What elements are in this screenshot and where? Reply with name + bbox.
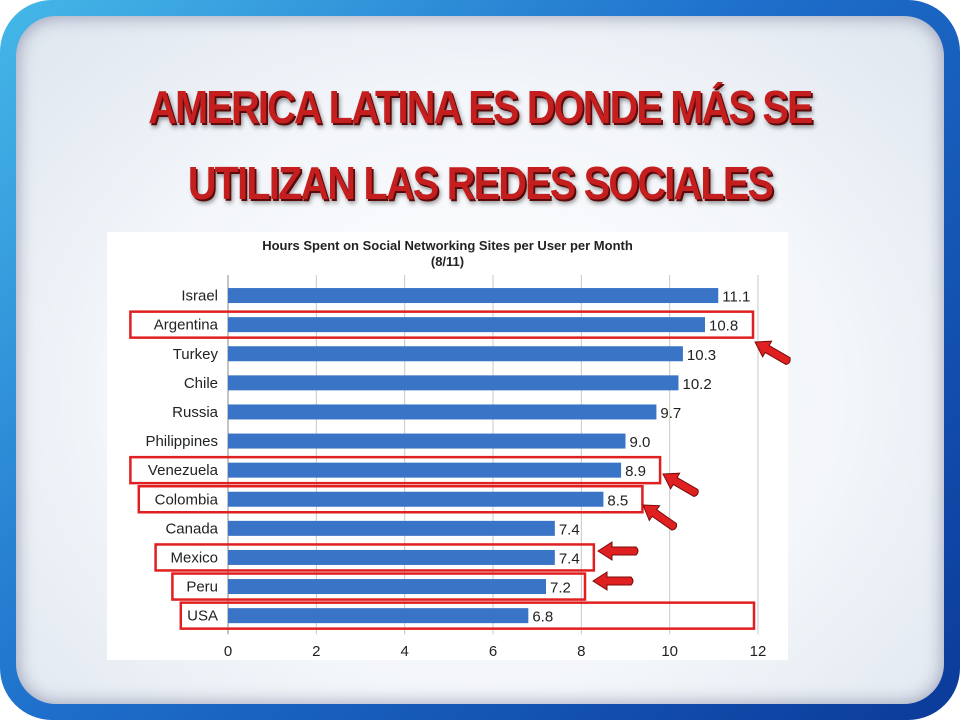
chart-title: Hours Spent on Social Networking Sites p… (262, 238, 633, 253)
category-label: Russia (172, 404, 219, 421)
data-label: 7.2 (550, 580, 571, 597)
category-label: Philippines (145, 433, 218, 450)
chart-plot: 0 2 4 6 8 10 12 Israel 11.1 Argentina 10.8 Turkey 10… (129, 275, 767, 660)
slide-title-line-2: UTILIZAN LAS REDES SOCIALES (187, 157, 774, 209)
category-label: USA (187, 608, 218, 625)
x-tick-label: 0 (224, 643, 232, 660)
highlight-box (154, 543, 596, 572)
data-label: 10.2 (683, 376, 712, 393)
bar-colombia (228, 491, 604, 507)
data-label: 7.4 (559, 521, 580, 538)
data-label: 10.8 (709, 318, 738, 335)
bar-israel (228, 288, 719, 304)
x-tick-label: 6 (489, 643, 497, 660)
data-label: 11.1 (722, 289, 750, 306)
bar-mexico (228, 549, 555, 565)
category-label: Venezuela (148, 462, 219, 479)
category-label: Turkey (173, 346, 219, 363)
x-tick-label: 12 (750, 643, 767, 660)
bar-philippines (228, 433, 626, 449)
bar-russia (228, 404, 657, 420)
bar-canada (228, 520, 555, 536)
data-label: 6.8 (532, 609, 553, 626)
chart-subtitle: (8/11) (430, 254, 465, 269)
highlight-box (179, 601, 756, 630)
bar-peru (228, 579, 546, 595)
bar-chile (228, 375, 679, 391)
highlight-box (171, 572, 587, 601)
category-label: Argentina (154, 317, 219, 334)
data-label: 8.9 (625, 463, 646, 480)
bar-venezuela (228, 462, 622, 478)
data-label: 10.3 (687, 347, 716, 364)
highlight-box (129, 455, 662, 485)
highlight-box (129, 310, 755, 339)
bar-argentina (228, 317, 705, 333)
bar-usa (228, 608, 529, 624)
bar-turkey (228, 346, 683, 362)
data-label: 8.5 (607, 492, 628, 509)
data-label: 9.0 (630, 434, 651, 451)
x-tick-label: 10 (661, 643, 678, 660)
category-label: Israel (181, 288, 218, 305)
x-tick-label: 8 (577, 643, 585, 660)
category-label: Mexico (170, 549, 218, 566)
category-label: Chile (184, 375, 218, 392)
highlight-box (137, 485, 644, 514)
category-label: Canada (165, 520, 218, 537)
category-label: Peru (186, 579, 218, 596)
bar-chart: Hours Spent on Social Networking Sites p… (107, 232, 788, 660)
x-tick-label: 2 (312, 643, 320, 660)
slide-title-line-1: AMERICA LATINA ES DONDE MÁS SE (148, 81, 813, 133)
data-label: 7.4 (559, 550, 580, 567)
x-tick-label: 4 (400, 643, 408, 660)
data-label: 9.7 (660, 405, 681, 422)
category-label: Colombia (155, 491, 219, 508)
